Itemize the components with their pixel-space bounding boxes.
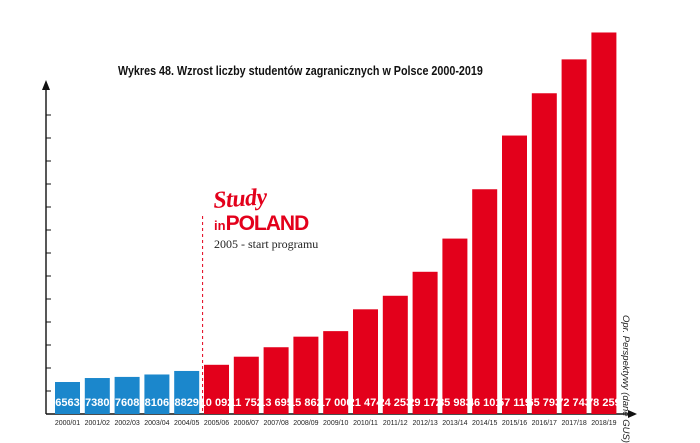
bar-value-label: 8829 (174, 397, 198, 409)
labels-group: 6563 2000/01 7380 2001/02 7608 2002/03 8106 200… (55, 397, 621, 427)
bar-value-label: 24 253 (378, 397, 412, 409)
x-tick-label: 2016/17 (532, 420, 557, 427)
bar-value-label: 35 983 (438, 397, 472, 409)
study-in-poland-logo: Study inPOLAND (212, 184, 310, 236)
x-tick-label: 2018/19 (591, 420, 616, 427)
y-axis-arrow (42, 80, 50, 90)
logo-study-text: Study (212, 184, 268, 214)
bar (204, 364, 229, 414)
bar (174, 370, 200, 414)
x-tick-label: 2011/12 (383, 420, 408, 427)
x-tick-label: 2005/06 (204, 420, 229, 427)
bar (293, 336, 319, 414)
bar-value-label: 78 259 (587, 397, 621, 409)
x-axis-arrow (628, 410, 637, 418)
bar (442, 238, 468, 414)
bar-value-label: 72 743 (557, 397, 591, 409)
chart-title: Wykres 48. Wzrost liczby studentów zagra… (118, 64, 483, 78)
program-start-caption: 2005 - start programu (214, 237, 319, 251)
bar-value-label: 57 119 (498, 397, 531, 409)
bar-value-label: 17 000 (319, 397, 353, 409)
bar-value-label: 6563 (55, 397, 79, 409)
bar (472, 189, 498, 414)
logo-row: inPOLAND (214, 212, 310, 236)
bar (531, 93, 557, 414)
logo-in-text: in (214, 218, 226, 233)
bar (323, 331, 349, 414)
bar-value-label: 65 793 (527, 397, 561, 409)
bar-value-label: 15 862 (289, 397, 323, 409)
logo-poland-text: POLAND (225, 212, 310, 235)
bar-value-label: 11 752 (230, 397, 263, 409)
bars-group (55, 32, 617, 415)
bar-value-label: 29 172 (408, 397, 442, 409)
x-tick-label: 2009/10 (323, 420, 348, 427)
x-tick-label: 2003/04 (144, 420, 169, 427)
x-tick-label: 2000/01 (55, 420, 80, 427)
axis-group (42, 80, 637, 418)
bar-value-label: 13 695 (259, 397, 293, 409)
x-tick-label: 2008/09 (293, 420, 318, 427)
x-tick-label: 2017/18 (561, 420, 586, 427)
bar (114, 376, 140, 414)
bar-value-label: 10 092 (200, 397, 234, 409)
bar (561, 59, 587, 415)
x-tick-label: 2014/15 (472, 420, 497, 427)
bar (502, 135, 527, 415)
x-tick-label: 2002/03 (114, 420, 139, 427)
bar (412, 271, 438, 414)
x-tick-label: 2004/05 (174, 420, 199, 427)
x-tick-label: 2001/02 (85, 420, 110, 427)
bar-value-label: 7380 (85, 397, 109, 409)
x-tick-label: 2010/11 (353, 420, 378, 427)
source-note: Opr. Perspektywy (dane GUS) (620, 315, 631, 443)
x-tick-label: 2013/14 (442, 420, 467, 427)
bar (353, 309, 378, 414)
x-tick-label: 2015/16 (502, 420, 527, 427)
bar (591, 32, 617, 415)
bar (382, 295, 408, 414)
x-tick-label: 2006/07 (234, 420, 259, 427)
x-tick-label: 2007/08 (263, 420, 288, 427)
bar (144, 374, 170, 414)
bar (55, 382, 80, 414)
bar (84, 378, 110, 414)
x-tick-label: 2012/13 (412, 420, 437, 427)
bar-value-label: 46 101 (468, 397, 502, 409)
bar-value-label: 7608 (115, 397, 139, 409)
bar-value-label: 8106 (145, 397, 169, 409)
bar-value-label: 21 474 (349, 397, 384, 409)
bar (263, 347, 289, 414)
bar (233, 356, 259, 414)
